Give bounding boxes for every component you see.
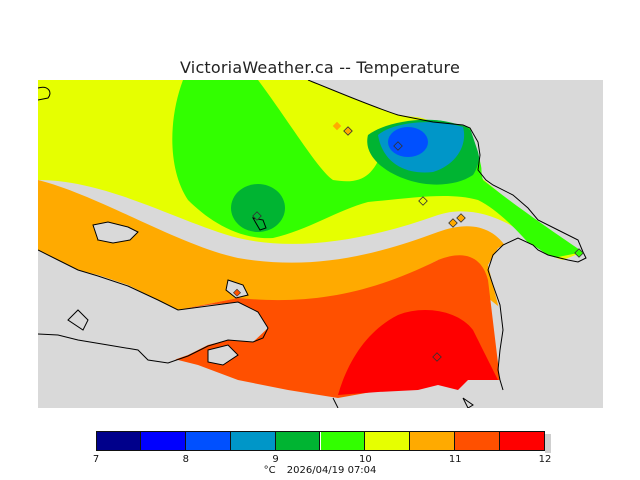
station-marker[interactable]: [574, 248, 584, 258]
temperature-map: [38, 80, 603, 408]
station-marker[interactable]: [456, 213, 466, 223]
colorbar-caption: °C 2026/04/19 07:04: [0, 465, 640, 476]
colorbar-tick-label: 9: [272, 454, 279, 465]
station-marker[interactable]: [418, 196, 428, 206]
north-water: [308, 80, 603, 265]
temperature-colorbar: [96, 431, 551, 453]
zone-10-11: [38, 180, 508, 335]
colorbar-swatch: [365, 431, 411, 451]
strait-water: [38, 250, 268, 362]
timestamp: 2026/04/19 07:04: [286, 465, 377, 476]
colorbar-swatch: [410, 431, 456, 451]
station-marker[interactable]: [332, 121, 342, 131]
colorbar-swatch: [96, 431, 141, 451]
colorbar-frame: [96, 431, 545, 451]
temperature-map-canvas: [38, 80, 603, 408]
colorbar-shadow: [545, 434, 551, 453]
colorbar-swatch: [185, 431, 231, 451]
south-water: [38, 330, 338, 408]
bay-inlet: [207, 344, 239, 366]
station-marker[interactable]: [393, 141, 403, 151]
colorbar-swatch: [455, 431, 501, 451]
zone-9-9-5-west: [231, 184, 285, 232]
east-water: [488, 238, 603, 408]
colorbar-tick-label: 11: [448, 454, 462, 465]
station-markers: [233, 121, 584, 362]
colorbar-tick-label: 12: [538, 454, 552, 465]
colorbar-tick-label: 8: [182, 454, 189, 465]
colorbar-tick-label: 10: [359, 454, 372, 465]
colorbar-swatch: [320, 431, 366, 451]
colorbar-swatch: [230, 431, 276, 451]
station-marker[interactable]: [448, 218, 458, 228]
colorbar-tick-label: 7: [92, 454, 100, 465]
unit-label: °C: [263, 465, 276, 476]
station-marker[interactable]: [233, 288, 241, 297]
map-title: VictoriaWeather.ca -- Temperature: [180, 58, 460, 77]
inlet-west: [92, 221, 139, 244]
zone-11-5-12: [338, 310, 498, 395]
station-marker[interactable]: [432, 352, 442, 362]
station-marker[interactable]: [252, 211, 262, 221]
colorbar-swatch: [140, 431, 186, 451]
colorbar-swatch: [275, 431, 321, 451]
station-marker[interactable]: [343, 126, 353, 136]
